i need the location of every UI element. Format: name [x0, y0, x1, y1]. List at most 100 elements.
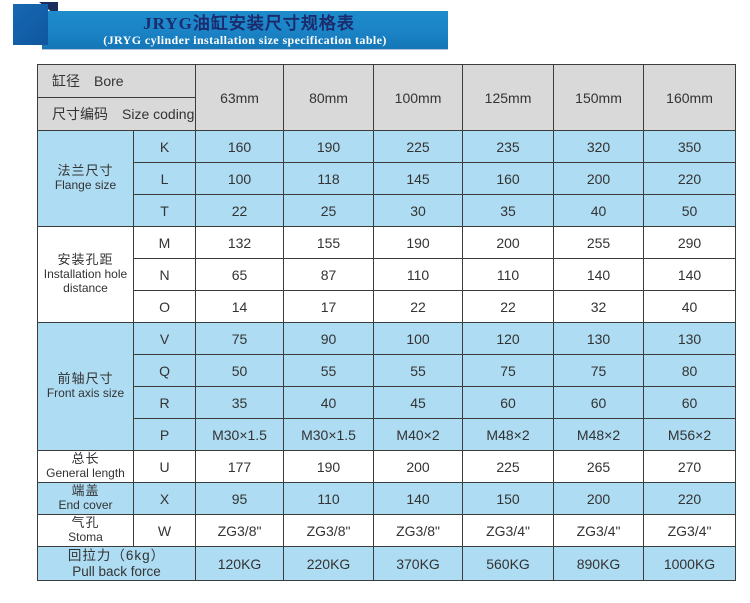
value-cell: 90: [283, 322, 375, 355]
value-cell: 110: [462, 258, 555, 291]
column-header-160mm: 160mm: [643, 64, 737, 131]
size-coding-header-cell: 尺寸编码 Size coding: [36, 97, 197, 131]
table-row-L: L 100 118 145 160 200 220: [38, 162, 737, 195]
value-cell: 45: [373, 386, 464, 419]
header-row-size-coding: 尺寸编码 Size coding: [36, 97, 736, 131]
table-row-X: 端盖 End cover X 95 110 140 150 200 220: [37, 482, 737, 515]
code-cell: N: [132, 258, 197, 291]
value-cell: 200: [462, 226, 555, 259]
value-cell: 22: [373, 290, 464, 323]
column-header-80mm: 80mm: [283, 64, 375, 131]
code-cell: T: [132, 194, 197, 227]
code-cell: M: [132, 226, 197, 259]
value-cell: 130: [553, 322, 645, 355]
value-cell: 50: [195, 354, 285, 387]
value-cell: ZG3/8": [373, 514, 464, 547]
table-row-U: 总长 General length U 177 190 200 225 265 …: [37, 450, 737, 483]
value-cell: 60: [553, 386, 645, 419]
value-cell: 190: [283, 450, 375, 483]
group-label-general-length: 总长 General length: [37, 450, 134, 483]
value-cell: 50: [643, 194, 737, 227]
value-cell: 35: [195, 386, 285, 419]
code-cell: K: [132, 130, 197, 163]
value-cell: 75: [462, 354, 555, 387]
value-cell: 60: [462, 386, 555, 419]
value-cell: 60: [643, 386, 737, 419]
value-cell: 40: [553, 194, 645, 227]
code-cell: P: [132, 418, 197, 451]
value-cell: 140: [553, 258, 645, 291]
value-cell: 145: [373, 162, 464, 195]
group-label-end-cover: 端盖 End cover: [37, 482, 134, 515]
value-cell: 22: [462, 290, 555, 323]
value-cell: M30×1.5: [195, 418, 285, 451]
value-cell: 75: [195, 322, 285, 355]
value-cell: 155: [283, 226, 375, 259]
code-cell: O: [132, 290, 197, 323]
value-cell: 225: [462, 450, 555, 483]
value-cell: 35: [462, 194, 555, 227]
value-cell: 190: [373, 226, 464, 259]
value-cell: 320: [553, 130, 645, 163]
value-cell: ZG3/4": [643, 514, 737, 547]
spec-table: 缸径 Bore 63mm 80mm 100mm 125mm 150mm 160m…: [36, 64, 737, 582]
table-row-N: N 65 87 110 110 140 140: [38, 258, 737, 291]
value-cell: 118: [283, 162, 375, 195]
value-cell: 160: [195, 130, 285, 163]
value-cell: M48×2: [462, 418, 555, 451]
code-cell: Q: [132, 354, 197, 387]
value-cell: 55: [373, 354, 464, 387]
table-row-R: R 35 40 45 60 60 60: [38, 386, 737, 419]
value-cell: 290: [643, 226, 737, 259]
value-cell: ZG3/8": [283, 514, 375, 547]
value-cell: 32: [553, 290, 645, 323]
bore-label-cn: 缸径: [52, 73, 80, 89]
value-cell: 235: [462, 130, 555, 163]
table-row-V: 前轴尺寸 Front axis size V 75 90 100 120 130…: [37, 322, 737, 451]
value-cell: 132: [195, 226, 285, 259]
value-cell: 220KG: [283, 545, 375, 582]
value-cell: 130: [643, 322, 737, 355]
column-header-100mm: 100mm: [373, 64, 464, 131]
value-cell: 220: [643, 482, 737, 515]
code-cell: V: [132, 322, 197, 355]
value-cell: 890KG: [553, 545, 645, 582]
value-cell: M30×1.5: [283, 418, 375, 451]
column-header-150mm: 150mm: [553, 64, 645, 131]
code-cell: W: [132, 514, 197, 547]
group-label-stoma: 气孔 Stoma: [37, 514, 134, 547]
value-cell: 177: [195, 450, 285, 483]
value-cell: 220: [643, 162, 737, 195]
value-cell: ZG3/8": [195, 514, 285, 547]
value-cell: 140: [373, 482, 464, 515]
table-row-pull-back-force: 回拉力（6kg） Pull back force 120KG 220KG 370…: [36, 545, 737, 582]
group-label-front-axis-size: 前轴尺寸 Front axis size: [37, 322, 134, 451]
table-row-T: T 22 25 30 35 40 50: [38, 194, 737, 227]
value-cell: 110: [283, 482, 375, 515]
value-cell: M40×2: [373, 418, 464, 451]
bore-label-en: Bore: [94, 73, 124, 89]
size-coding-label-cn: 尺寸编码: [52, 106, 108, 122]
value-cell: 25: [283, 194, 375, 227]
value-cell: M48×2: [553, 418, 645, 451]
value-cell: 100: [195, 162, 285, 195]
group-label-installation-hole-distance: 安装孔距 Installation hole distance: [37, 226, 134, 323]
value-cell: 30: [373, 194, 464, 227]
value-cell: 255: [553, 226, 645, 259]
code-cell: X: [132, 482, 197, 515]
column-header-125mm: 125mm: [462, 64, 555, 131]
group-label-pull-back-force: 回拉力（6kg） Pull back force: [36, 545, 197, 582]
header-row-bore: 缸径 Bore 63mm 80mm 100mm 125mm 150mm 160m…: [36, 64, 737, 131]
value-cell: 110: [373, 258, 464, 291]
value-cell: 65: [195, 258, 285, 291]
value-cell: 75: [553, 354, 645, 387]
value-cell: 120KG: [195, 545, 285, 582]
value-cell: 100: [373, 322, 464, 355]
value-cell: 160: [462, 162, 555, 195]
value-cell: 140: [643, 258, 737, 291]
value-cell: 40: [283, 386, 375, 419]
value-cell: 225: [373, 130, 464, 163]
value-cell: 14: [195, 290, 285, 323]
code-cell: R: [132, 386, 197, 419]
value-cell: 265: [553, 450, 645, 483]
